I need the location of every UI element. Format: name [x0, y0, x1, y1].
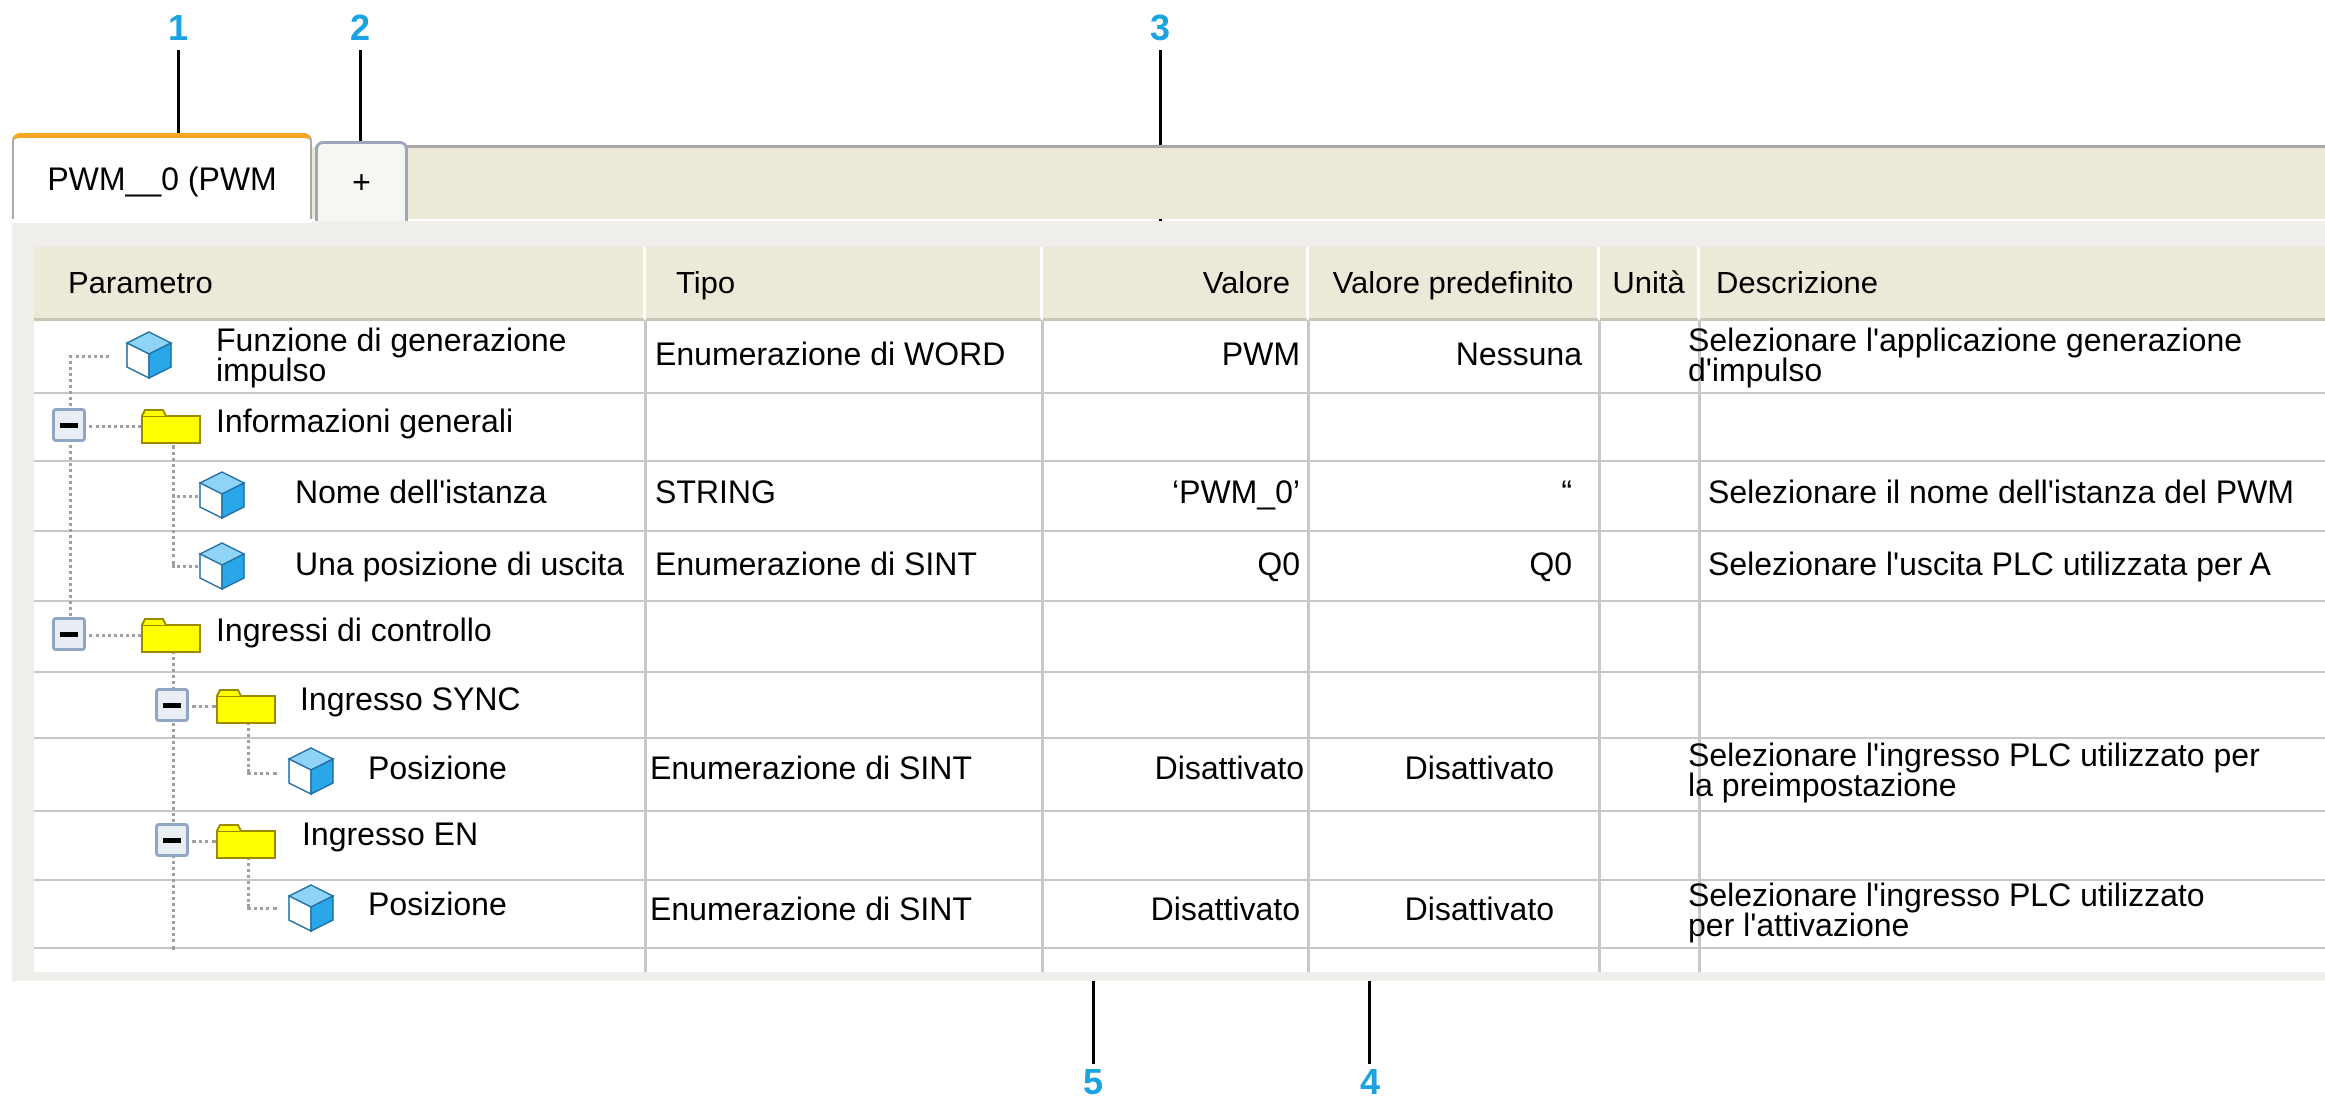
tree-line	[172, 445, 175, 565]
tree-line	[192, 840, 216, 843]
column-header-valore[interactable]: Valore	[1043, 247, 1309, 321]
tree-line	[69, 355, 109, 358]
column-header-unita[interactable]: Unità	[1600, 247, 1700, 321]
param-value[interactable]: Disattivato	[1154, 750, 1304, 786]
param-name: Nome dell'istanza	[295, 474, 547, 510]
tree-line	[172, 565, 204, 568]
grid-vline	[644, 321, 647, 972]
parameter-cube-icon	[198, 471, 246, 520]
param-type: Enumerazione di SINT	[650, 891, 972, 927]
tree-line	[172, 495, 204, 498]
tab-pwm-0[interactable]: PWM__0 (PWM	[12, 133, 312, 221]
grid-hline	[34, 671, 2325, 673]
param-default: Disattivato	[1404, 750, 1554, 786]
folder-icon	[141, 618, 201, 653]
tree-line	[89, 425, 141, 428]
active-tab-joiner	[12, 219, 312, 223]
tree-line	[247, 772, 277, 775]
param-description: Selezionare l'applicazione generazione d…	[1688, 322, 2243, 388]
tab-pwm-0-label: PWM__0 (PWM	[47, 161, 277, 197]
parameter-cube-icon	[125, 331, 173, 380]
column-header-valore-label: Valore	[1202, 264, 1290, 300]
grid-hline	[34, 392, 2325, 394]
column-header-descrizione-label: Descrizione	[1716, 264, 1878, 300]
callout-3: 3	[1149, 7, 1171, 48]
param-value[interactable]: ‘PWM_0’	[1171, 474, 1300, 510]
column-header-valore-predefinito[interactable]: Valore predefinito	[1309, 247, 1600, 321]
parameter-grid	[34, 247, 2325, 972]
callout-5: 5	[1082, 1061, 1104, 1102]
grid-hline	[34, 530, 2325, 532]
callout-2-leader	[359, 50, 362, 143]
tree-line	[89, 634, 141, 637]
param-default: Q0	[1529, 546, 1572, 582]
tree-line	[69, 355, 72, 634]
grid-vline	[1041, 321, 1044, 972]
grid-vline	[1698, 321, 1701, 972]
tree-line	[247, 907, 277, 910]
grid-hline	[34, 737, 2325, 739]
grid-hline	[34, 947, 2325, 949]
group-name: Informazioni generali	[216, 403, 514, 439]
group-name: Ingresso SYNC	[300, 681, 521, 717]
tree-line	[172, 650, 175, 950]
param-name: Una posizione di uscita	[295, 546, 625, 582]
group-name: Ingressi di controllo	[216, 612, 492, 648]
param-description: Selezionare l'ingresso PLC utilizzato pe…	[1688, 737, 2260, 803]
tab-strip-border	[405, 145, 2325, 148]
parameter-cube-icon	[198, 542, 246, 591]
column-header-unita-label: Unità	[1612, 264, 1685, 300]
column-header-descrizione[interactable]: Descrizione	[1700, 247, 2325, 321]
param-name: Funzione di generazione impulso	[216, 322, 567, 388]
collapse-toggle[interactable]	[52, 408, 86, 442]
tab-add-button[interactable]: +	[315, 141, 408, 221]
param-default: “	[1561, 474, 1572, 510]
column-header-tipo[interactable]: Tipo	[646, 247, 1043, 321]
collapse-toggle[interactable]	[155, 688, 189, 722]
param-type: Enumerazione di SINT	[655, 546, 977, 582]
grid-hline	[34, 600, 2325, 602]
collapse-toggle[interactable]	[52, 617, 86, 651]
param-type: Enumerazione di WORD	[655, 336, 1006, 372]
folder-icon	[141, 409, 201, 444]
grid-hline	[34, 810, 2325, 812]
param-type: STRING	[655, 474, 776, 510]
collapse-toggle[interactable]	[155, 823, 189, 857]
parameter-cube-icon	[287, 747, 335, 796]
tree-line	[192, 705, 216, 708]
column-header-tipo-label: Tipo	[676, 264, 736, 300]
callout-4: 4	[1359, 1061, 1381, 1102]
tree-line	[247, 717, 250, 772]
grid-hline	[34, 460, 2325, 462]
grid-vline	[1307, 321, 1310, 972]
param-default: Nessuna	[1455, 336, 1582, 372]
folder-icon	[216, 824, 276, 859]
column-header-valore-predefinito-label: Valore predefinito	[1332, 264, 1574, 300]
callout-2: 2	[349, 7, 371, 48]
group-name: Ingresso EN	[302, 816, 479, 852]
param-type: Enumerazione di SINT	[650, 750, 972, 786]
param-description: Selezionare l'ingresso PLC utilizzato pe…	[1688, 877, 2205, 943]
param-value[interactable]: PWM	[1221, 336, 1300, 372]
param-value[interactable]: Disattivato	[1150, 891, 1300, 927]
column-header-parametro-label: Parametro	[68, 264, 213, 300]
callout-1: 1	[167, 7, 189, 48]
tab-add-label: +	[352, 164, 371, 200]
column-header-parametro[interactable]: Parametro	[34, 247, 646, 321]
param-description: Selezionare l'uscita PLC utilizzata per …	[1708, 546, 2271, 582]
param-value[interactable]: Q0	[1257, 546, 1300, 582]
parameter-cube-icon	[287, 884, 335, 933]
callout-1-leader	[177, 50, 180, 155]
grid-hline	[34, 879, 2325, 881]
folder-icon	[216, 689, 276, 724]
param-name: Posizione	[368, 886, 507, 922]
param-description: Selezionare il nome dell'istanza del PWM	[1708, 474, 2294, 510]
grid-vline	[1598, 321, 1601, 972]
param-default: Disattivato	[1404, 891, 1554, 927]
tree-line	[247, 852, 250, 907]
param-name: Posizione	[368, 750, 507, 786]
